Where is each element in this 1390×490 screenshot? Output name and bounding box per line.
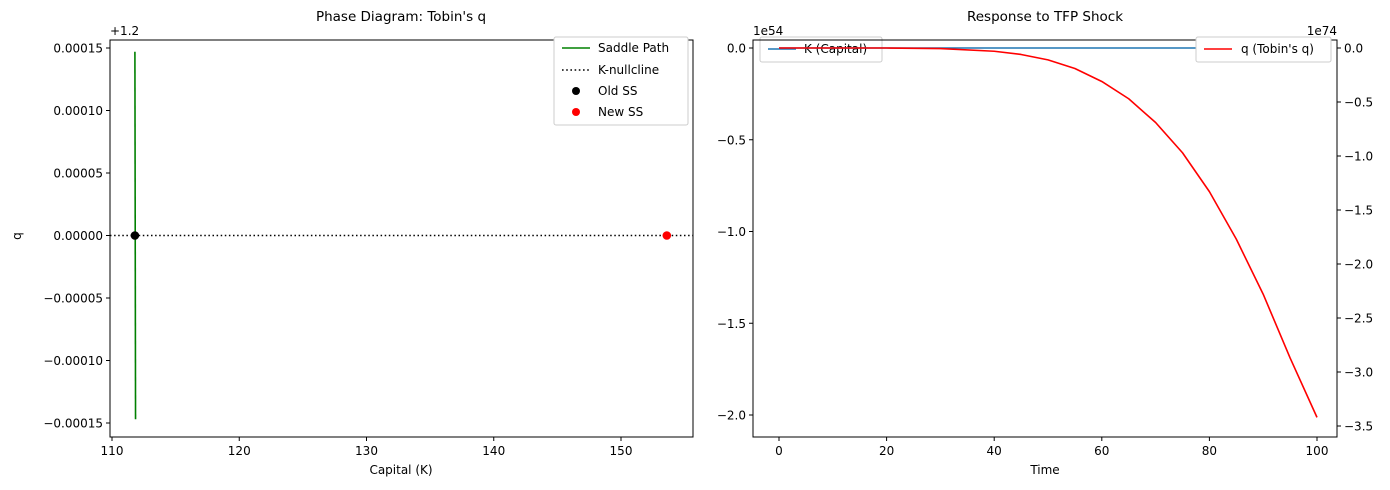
q-line	[779, 47, 1318, 418]
legend-nullcline-label: K-nullcline	[598, 63, 659, 77]
x-tick-label: 140	[482, 444, 505, 458]
tfp-response-panel: Response to TFP Shock 1e54 1e74 K (Capit…	[717, 9, 1373, 477]
old-ss-marker	[130, 231, 140, 240]
x-tick-label: 130	[355, 444, 378, 458]
right-offset-label: 1e74	[1307, 24, 1337, 38]
response-axes-frame	[752, 39, 1338, 438]
time-tick-label: 0	[775, 444, 783, 458]
legend-q-label: q (Tobin's q)	[1241, 42, 1314, 56]
q-tick-label: −2.0	[1344, 258, 1373, 272]
phase-legend: Saddle Path K-nullcline Old SS New SS	[553, 36, 689, 126]
q-tick-label: −3.5	[1344, 420, 1373, 434]
q-tick-label: 0.0	[1344, 42, 1363, 56]
capital-tick-label: 0.0	[727, 42, 746, 56]
x-axis-ticks: 110 120 130 140 150	[101, 437, 633, 458]
capital-tick-label: −0.5	[717, 133, 746, 147]
q-tick-label: −2.5	[1344, 312, 1373, 326]
x-tick-label: 150	[610, 444, 633, 458]
legend-capital-label: K (Capital)	[804, 42, 867, 56]
y-tick-label: 0.00015	[53, 42, 103, 56]
time-tick-label: 80	[1202, 444, 1217, 458]
legend-saddle-label: Saddle Path	[598, 41, 669, 55]
response-plot-area	[779, 47, 1318, 418]
legend-old-ss-label: Old SS	[598, 84, 637, 98]
left-offset-label: 1e54	[753, 24, 783, 38]
time-tick-label: 100	[1306, 444, 1329, 458]
q-tick-label: −1.0	[1344, 150, 1373, 164]
x-tick-label: 110	[101, 444, 124, 458]
phase-axes-frame	[109, 39, 694, 438]
q-tick-label: −3.0	[1344, 366, 1373, 380]
time-axis-ticks: 0 20 40 60 80 100	[775, 437, 1328, 458]
y-tick-label: 0.00010	[53, 104, 103, 118]
new-ss-marker	[662, 231, 672, 240]
y-axis-label: q	[10, 232, 24, 240]
y-tick-label: −0.00005	[43, 292, 103, 306]
time-tick-label: 40	[987, 444, 1002, 458]
y-tick-label: 0.00000	[53, 229, 103, 243]
x-axis-label: Capital (K)	[369, 463, 432, 477]
capital-tick-label: −1.0	[717, 225, 746, 239]
capital-axis-ticks: 0.0 −0.5 −1.0 −1.5 −2.0	[717, 42, 753, 423]
phase-diagram-panel: Phase Diagram: Tobin's q +1.2 110 120 130 1…	[10, 9, 694, 477]
capital-legend: K (Capital)	[759, 36, 883, 63]
y-tick-label: 0.00005	[53, 167, 103, 181]
q-tick-label: −0.5	[1344, 96, 1373, 110]
capital-tick-label: −2.0	[717, 409, 746, 423]
x-tick-label: 120	[228, 444, 251, 458]
legend-box	[553, 36, 689, 126]
time-tick-label: 20	[879, 444, 894, 458]
q-axis-ticks: 0.0 −0.5 −1.0 −1.5 −2.0 −2.5 −3.0 −3.5	[1337, 42, 1373, 434]
q-tick-label: −1.5	[1344, 204, 1373, 218]
phase-plot-area	[110, 51, 693, 420]
y-tick-label: −0.00010	[43, 354, 103, 368]
legend-old-ss-marker	[572, 87, 580, 95]
y-tick-label: −0.00015	[43, 417, 103, 431]
q-legend: q (Tobin's q)	[1195, 36, 1332, 63]
phase-diagram-title: Phase Diagram: Tobin's q	[316, 9, 486, 25]
legend-new-ss-marker	[572, 108, 580, 116]
response-title: Response to TFP Shock	[967, 9, 1123, 25]
y-offset-label: +1.2	[110, 24, 139, 38]
capital-tick-label: −1.5	[717, 317, 746, 331]
q-legend-box	[1195, 36, 1332, 63]
time-tick-label: 60	[1094, 444, 1109, 458]
capital-legend-box	[759, 36, 883, 63]
time-axis-label: Time	[1029, 463, 1059, 477]
legend-new-ss-label: New SS	[598, 105, 643, 119]
y-axis-ticks: 0.00015 0.00010 0.00005 0.00000 −0.00005 −0.0…	[43, 42, 110, 431]
